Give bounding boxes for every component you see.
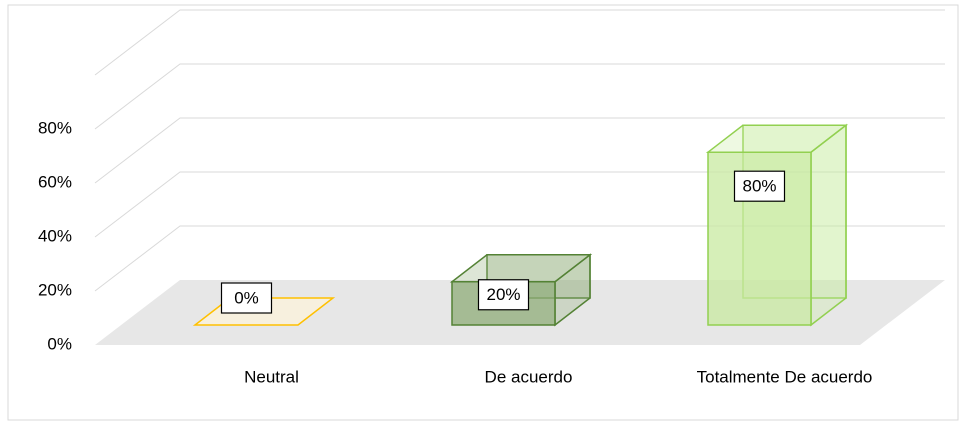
y-tick-label: 20% [38,280,72,299]
bar-side [810,123,847,327]
x-tick-label: De acuerdo [485,367,573,386]
grid-line [94,171,945,238]
value-label-box [220,282,273,314]
grid-line [94,9,945,76]
y-tick-label: 60% [38,172,72,191]
value-label-box [733,170,786,202]
value-label: 80% [742,177,776,196]
grid-line [94,63,945,130]
value-label-box [477,279,530,311]
bar-front [707,151,812,326]
x-tick-label: Neutral [244,367,299,386]
bar [705,123,849,327]
x-tick-label: Totalmente De acuerdo [697,367,873,386]
grid-line [94,117,945,184]
y-tick-label: 80% [38,118,72,137]
grid-line [94,225,945,292]
value-label: 20% [486,285,520,304]
y-tick-label: 40% [38,226,72,245]
y-tick-label: 0% [47,334,72,353]
value-label: 0% [234,288,259,307]
